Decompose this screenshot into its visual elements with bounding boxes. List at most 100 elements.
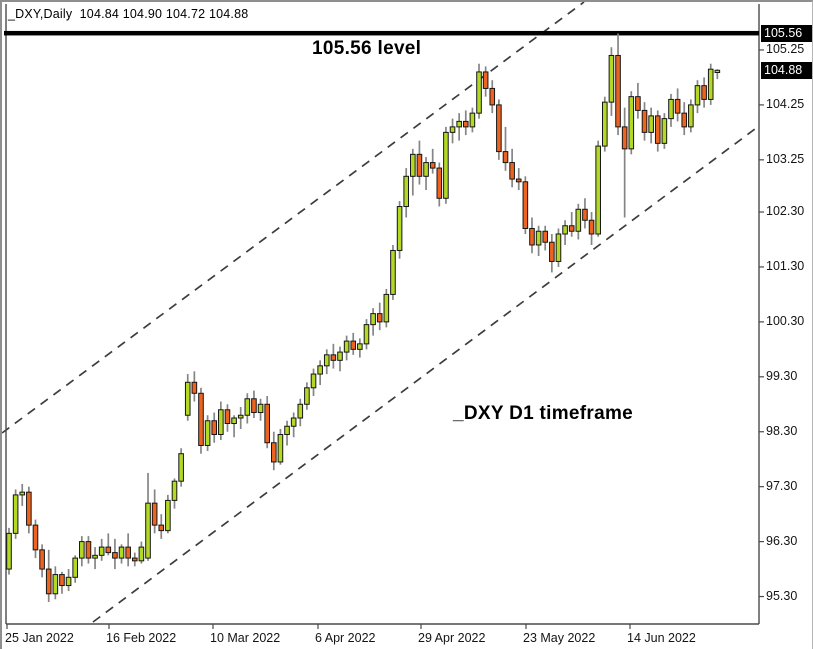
candle-body <box>363 324 370 345</box>
price-axis-label: 103.25 <box>766 151 805 166</box>
candle-body <box>297 403 304 419</box>
candle-body <box>131 557 138 562</box>
candle-body <box>416 153 423 177</box>
level-line-105-56[interactable] <box>4 30 759 36</box>
candle-body <box>350 340 357 350</box>
candle-body <box>575 208 582 232</box>
candle-body <box>562 225 568 235</box>
candle-body <box>290 417 297 427</box>
candle-body <box>509 162 515 180</box>
price-badge-104-88: 104.88 <box>761 62 812 80</box>
candle-body <box>6 532 12 570</box>
candle-body <box>178 453 184 482</box>
candle-body <box>429 162 436 169</box>
candle-body <box>65 576 72 587</box>
candle-body <box>277 433 284 463</box>
price-axis-label: 101.30 <box>766 258 805 273</box>
candle-body <box>211 420 218 435</box>
candle-body <box>304 387 310 405</box>
candle-body <box>694 85 701 106</box>
price-axis-label: 99.30 <box>766 368 798 383</box>
candle-body <box>125 546 131 559</box>
candle-body <box>224 409 231 425</box>
candle-body <box>330 354 337 361</box>
candle-body <box>72 557 79 578</box>
candle-body <box>496 104 502 153</box>
candle-body <box>443 131 449 199</box>
date-axis-label: 6 Apr 2022 <box>315 631 376 645</box>
candle-body <box>423 162 429 177</box>
candle-body <box>456 120 462 128</box>
candle-body <box>12 494 19 534</box>
candle-body <box>310 373 317 389</box>
candle-body <box>628 96 635 150</box>
candle-body <box>165 499 171 532</box>
candle-body <box>158 524 165 532</box>
candle-body <box>383 293 390 323</box>
candle-body <box>231 417 237 425</box>
candle-body <box>191 381 198 394</box>
candle-body <box>410 153 416 177</box>
candle-body <box>376 313 383 323</box>
lower-channel-line[interactable] <box>92 125 760 623</box>
timeframe-annotation-label: _DXY D1 timeframe <box>453 403 634 424</box>
candle-body <box>648 115 654 133</box>
candle-body <box>317 365 323 375</box>
price-badge-105-56: 105.56 <box>761 24 812 42</box>
candle-body <box>688 104 694 128</box>
candle-body <box>323 354 330 367</box>
date-axis-label: 16 Feb 2022 <box>106 631 177 645</box>
candle-body <box>19 491 26 496</box>
date-axis-label: 23 May 2022 <box>523 631 596 645</box>
candle-body <box>26 491 32 526</box>
candle-body <box>237 414 244 419</box>
candle-body <box>654 115 661 144</box>
date-axis-label: 25 Jan 2022 <box>5 631 74 645</box>
candle-body <box>502 151 509 164</box>
candle-body <box>549 241 555 262</box>
candle-body <box>681 112 688 128</box>
candle-body <box>271 442 277 463</box>
candle-body <box>635 96 641 111</box>
candle-body <box>396 206 403 251</box>
candle-body <box>92 554 98 559</box>
candle-body <box>476 71 482 114</box>
candle-body <box>257 403 264 414</box>
candle-body <box>343 340 350 353</box>
upper-channel-line[interactable] <box>2 2 585 434</box>
chart-title: _DXY,Daily 104.84 104.90 104.72 104.88 <box>8 7 249 21</box>
candle-body <box>171 480 178 501</box>
candle-body <box>198 392 204 446</box>
candle-body <box>515 178 522 183</box>
date-axis-label: 14 Jun 2022 <box>627 631 696 645</box>
candle-body <box>218 409 224 435</box>
candle-body <box>588 219 595 235</box>
date-axis-label: 10 Mar 2022 <box>210 631 281 645</box>
price-axis-label: 105.25 <box>766 41 805 56</box>
candle-body <box>59 574 65 587</box>
candle-body <box>582 208 588 221</box>
candle-body <box>615 54 621 128</box>
price-axis-label: 102.30 <box>766 204 805 219</box>
date-axis-label: 29 Apr 2022 <box>418 631 486 645</box>
candle-body <box>602 101 608 147</box>
candle-body <box>138 546 145 562</box>
price-axis-label: 104.25 <box>766 96 805 111</box>
candle-body <box>112 552 118 559</box>
level-annotation-label: 105.56 level <box>312 38 422 59</box>
candle-body <box>357 343 363 350</box>
candle-body <box>568 225 575 232</box>
candle-body <box>184 381 191 416</box>
candle-body <box>370 313 376 326</box>
candle-body <box>85 541 92 559</box>
candle-body <box>469 112 476 128</box>
candle-body <box>608 54 615 103</box>
candle-body <box>542 230 549 243</box>
candle-body <box>674 98 681 114</box>
candle-body <box>462 120 469 128</box>
candle-body <box>522 181 529 229</box>
candle-body <box>535 230 542 246</box>
candle-body <box>403 175 409 208</box>
